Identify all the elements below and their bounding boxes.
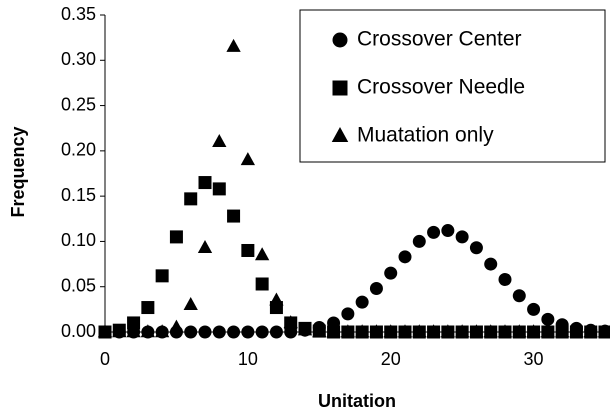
y-tick-label: 0.10 xyxy=(61,230,96,250)
point xyxy=(455,230,469,244)
point xyxy=(541,312,555,326)
point xyxy=(540,324,556,338)
point xyxy=(197,239,213,253)
y-tick-label: 0.30 xyxy=(61,49,96,69)
point xyxy=(155,269,169,283)
point xyxy=(198,325,212,339)
point xyxy=(412,234,426,248)
point xyxy=(255,325,269,339)
point xyxy=(127,316,141,330)
point xyxy=(355,295,369,309)
point xyxy=(169,230,183,244)
point xyxy=(484,257,498,271)
point xyxy=(512,289,526,303)
point xyxy=(183,297,198,311)
y-tick-label: 0.35 xyxy=(61,4,96,24)
point xyxy=(497,324,513,338)
point xyxy=(554,324,570,338)
point xyxy=(341,307,355,321)
point xyxy=(269,325,283,339)
x-axis-title: Unitation xyxy=(318,391,396,411)
point xyxy=(198,176,212,190)
point xyxy=(527,302,541,316)
point xyxy=(254,247,270,261)
point xyxy=(483,324,498,338)
point xyxy=(227,325,241,339)
x-tick-label: 30 xyxy=(524,349,544,369)
y-tick-label: 0.25 xyxy=(61,94,96,114)
point xyxy=(454,324,470,338)
point xyxy=(212,182,226,196)
point xyxy=(140,324,156,338)
point xyxy=(227,209,241,223)
point xyxy=(212,325,226,339)
point xyxy=(383,324,398,338)
point xyxy=(97,324,113,338)
x-tick-label: 10 xyxy=(238,349,258,369)
point xyxy=(369,324,384,338)
point xyxy=(526,324,541,338)
point xyxy=(169,319,184,333)
y-axis-title: Frequency xyxy=(8,126,28,217)
point xyxy=(240,152,256,166)
point xyxy=(241,325,255,339)
x-tick-label: 20 xyxy=(381,349,401,369)
y-tick-label: 0.15 xyxy=(61,185,96,205)
point xyxy=(226,38,241,52)
point xyxy=(340,324,356,338)
point xyxy=(241,243,255,257)
point xyxy=(312,324,327,338)
legend-box xyxy=(299,9,606,163)
y-tick-label: 0.20 xyxy=(61,140,96,160)
point xyxy=(597,324,610,338)
point xyxy=(283,315,298,329)
point xyxy=(569,324,584,338)
point xyxy=(184,192,198,206)
legend-marker xyxy=(332,32,348,48)
y-tick-label: 0.05 xyxy=(61,275,96,295)
legend-label: Crossover Needle xyxy=(357,76,525,99)
point xyxy=(498,272,512,286)
x-tick-label: 0 xyxy=(100,349,110,369)
point xyxy=(441,224,455,238)
point xyxy=(469,241,483,255)
legend-label: Crossover Center xyxy=(357,28,522,51)
point xyxy=(398,250,412,264)
point xyxy=(326,324,341,338)
point xyxy=(112,324,127,338)
point xyxy=(184,325,198,339)
point xyxy=(440,324,456,338)
point xyxy=(412,324,427,338)
point xyxy=(354,324,370,338)
point xyxy=(212,134,227,147)
point xyxy=(154,324,170,338)
point xyxy=(469,324,484,338)
point xyxy=(297,322,313,336)
point xyxy=(583,324,598,338)
point xyxy=(512,324,527,338)
y-tick-label: 0.00 xyxy=(61,321,96,341)
point xyxy=(384,266,398,280)
point xyxy=(426,324,441,338)
point xyxy=(369,282,383,296)
legend-label: Muatation only xyxy=(357,124,494,147)
point xyxy=(269,292,284,306)
point xyxy=(141,301,155,315)
point xyxy=(126,324,141,338)
legend-marker xyxy=(332,80,348,96)
point xyxy=(427,225,441,239)
point xyxy=(397,324,413,338)
legend-marker xyxy=(331,127,349,142)
point xyxy=(255,277,269,291)
